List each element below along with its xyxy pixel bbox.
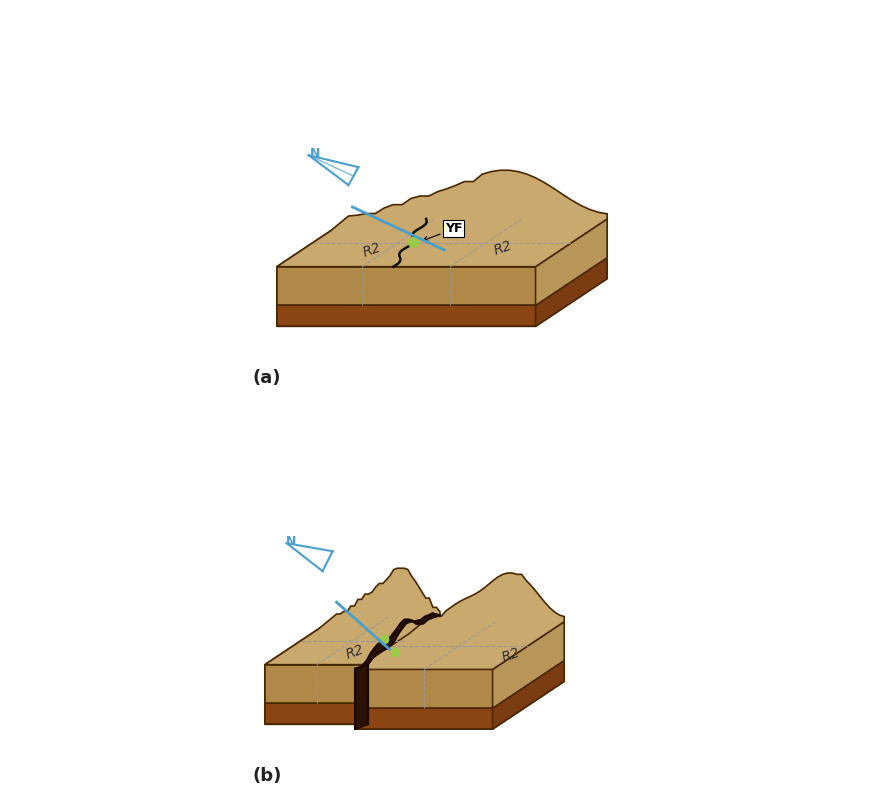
Polygon shape — [277, 279, 607, 326]
Polygon shape — [355, 613, 440, 669]
Text: R2: R2 — [361, 240, 383, 259]
Polygon shape — [277, 170, 607, 267]
Polygon shape — [265, 617, 337, 704]
Polygon shape — [265, 677, 440, 724]
Text: R2: R2 — [500, 646, 522, 665]
Text: (b): (b) — [253, 767, 282, 785]
Polygon shape — [277, 306, 535, 326]
Polygon shape — [493, 622, 564, 708]
Text: YF: YF — [423, 222, 463, 241]
Polygon shape — [355, 665, 369, 729]
Text: (a): (a) — [253, 369, 281, 387]
Polygon shape — [265, 665, 369, 704]
Text: R2: R2 — [491, 239, 513, 258]
Text: N: N — [286, 535, 296, 548]
Polygon shape — [355, 573, 564, 669]
Polygon shape — [277, 219, 348, 306]
Polygon shape — [535, 258, 607, 326]
Text: N: N — [309, 146, 320, 160]
Polygon shape — [355, 708, 493, 729]
Polygon shape — [277, 258, 348, 326]
Polygon shape — [355, 681, 564, 729]
Polygon shape — [265, 704, 369, 724]
Polygon shape — [535, 219, 607, 306]
Polygon shape — [265, 656, 337, 724]
Polygon shape — [493, 661, 564, 729]
Polygon shape — [277, 267, 535, 306]
Text: R2: R2 — [344, 642, 366, 661]
Polygon shape — [265, 568, 440, 665]
Polygon shape — [355, 669, 493, 708]
